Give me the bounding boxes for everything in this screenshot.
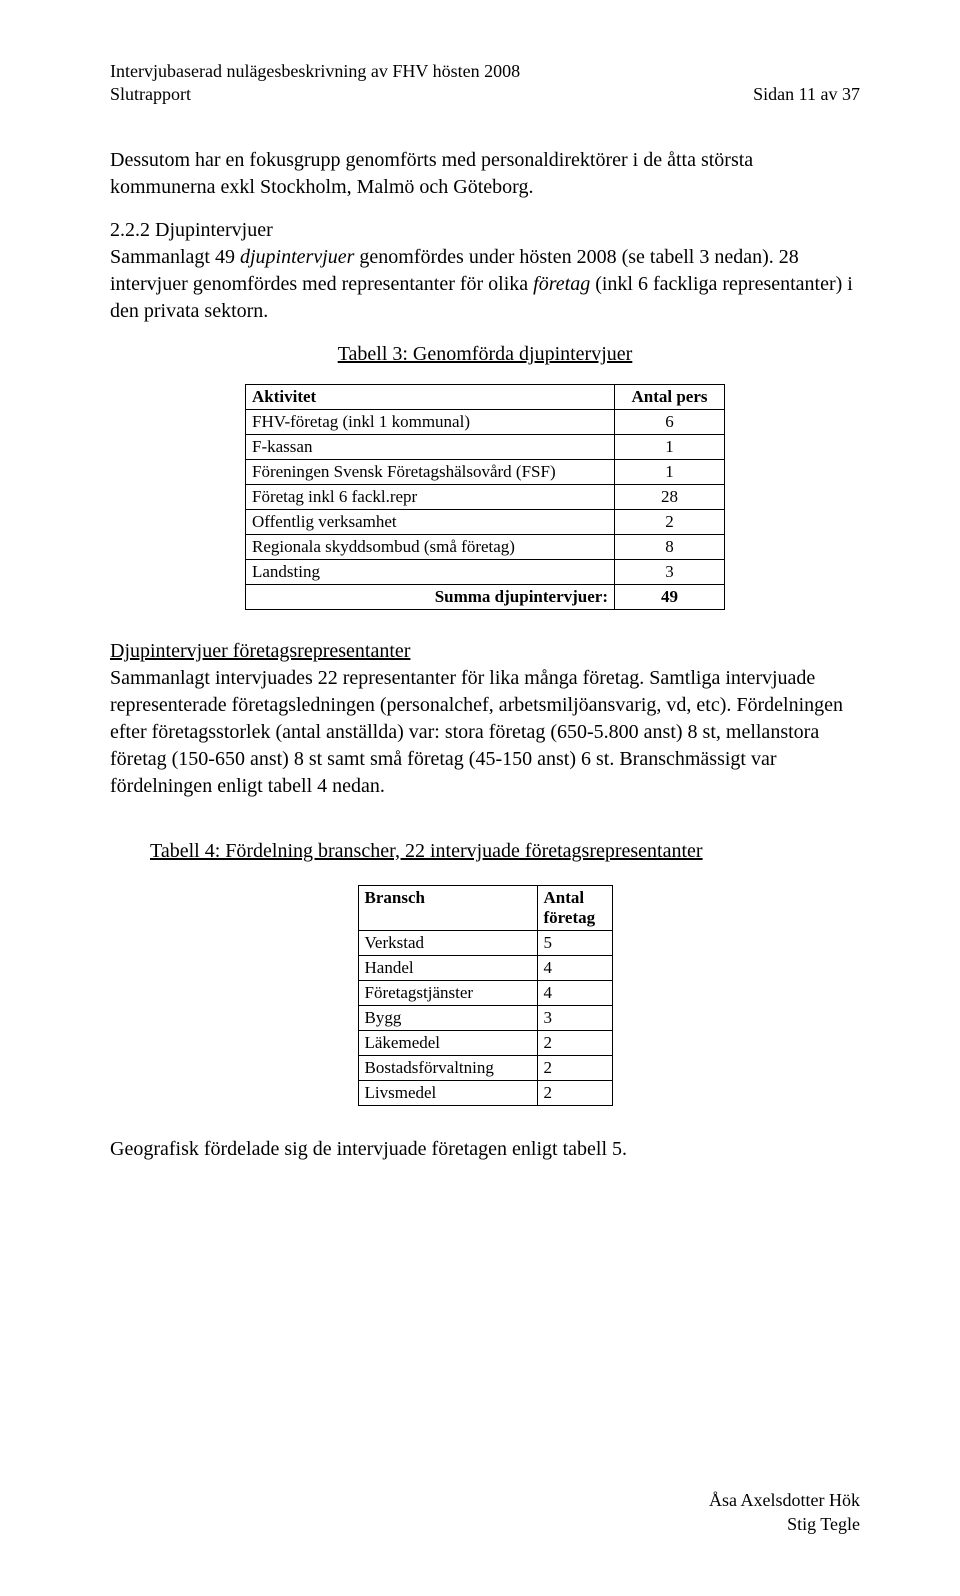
table4-header-branch: Bransch [358,885,537,930]
page-footer: Åsa Axelsdotter Hök Stig Tegle [709,1489,860,1536]
table-row: Landsting 3 [246,559,725,584]
paragraph-djup: Sammanlagt intervjuades 22 representante… [110,665,860,800]
table3-cell-label: FHV-företag (inkl 1 kommunal) [246,409,615,434]
paragraph-222: Sammanlagt 49 djupintervjuer genomfördes… [110,244,860,325]
table4-cell-label: Företagstjänster [358,980,537,1005]
table3-cell-label: Regionala skyddsombud (små företag) [246,534,615,559]
table4-cell-value: 2 [537,1080,612,1105]
header-left: Intervjubaserad nulägesbeskrivning av FH… [110,60,520,107]
header-title-line1: Intervjubaserad nulägesbeskrivning av FH… [110,60,520,83]
table3: Aktivitet Antal pers FHV-företag (inkl 1… [245,384,725,610]
table4-cell-label: Livsmedel [358,1080,537,1105]
page-number: Sidan 11 av 37 [753,83,860,106]
table4-header-count-line2: företag [544,908,596,927]
table3-cell-value: 3 [615,559,725,584]
table-row: Offentlig verksamhet 2 [246,509,725,534]
table3-cell-value: 6 [615,409,725,434]
footer-author-1: Åsa Axelsdotter Hök [709,1489,860,1512]
paragraph-closing: Geografisk fördelade sig de intervjuade … [110,1136,860,1163]
header-right: Sidan 11 av 37 [753,60,860,107]
table-header-row: Bransch Antal företag [358,885,612,930]
text-run-italic: djupintervjuer [240,246,354,268]
table4-header-count-line1: Antal [544,888,585,907]
table-row: Bostadsförvaltning 2 [358,1055,612,1080]
table4-cell-label: Verkstad [358,930,537,955]
page-header: Intervjubaserad nulägesbeskrivning av FH… [110,60,860,107]
table4-cell-value: 4 [537,955,612,980]
table4-cell-label: Bostadsförvaltning [358,1055,537,1080]
table-row: Handel 4 [358,955,612,980]
text-run: Sammanlagt 49 [110,246,240,268]
table4-cell-value: 3 [537,1005,612,1030]
table3-cell-value: 2 [615,509,725,534]
table3-cell-value: 1 [615,459,725,484]
table3-cell-label: Föreningen Svensk Företagshälsovård (FSF… [246,459,615,484]
table3-header-count: Antal pers [615,384,725,409]
table3-cell-value: 1 [615,434,725,459]
table3-cell-label: Offentlig verksamhet [246,509,615,534]
table-row: Företag inkl 6 fackl.repr 28 [246,484,725,509]
table4-cell-value: 4 [537,980,612,1005]
table-row: Verkstad 5 [358,930,612,955]
text-run-italic: företag [533,273,590,295]
footer-author-2: Stig Tegle [709,1513,860,1536]
table-row: Läkemedel 2 [358,1030,612,1055]
table3-cell-label: Landsting [246,559,615,584]
table-sum-row: Summa djupintervjuer: 49 [246,584,725,609]
table3-caption: Tabell 3: Genomförda djupintervjuer [110,343,860,366]
table4-cell-label: Läkemedel [358,1030,537,1055]
table-row: Företagstjänster 4 [358,980,612,1005]
table4-cell-label: Handel [358,955,537,980]
section-heading-djup: Djupintervjuer företagsrepresentanter [110,640,860,663]
table4-cell-value: 2 [537,1030,612,1055]
paragraph-intro: Dessutom har en fokusgrupp genomförts me… [110,147,860,201]
table-row: FHV-företag (inkl 1 kommunal) 6 [246,409,725,434]
section-heading-222: 2.2.2 Djupintervjuer [110,219,860,242]
table4-container: Bransch Antal företag Verkstad 5 Handel … [110,885,860,1106]
table-row: F-kassan 1 [246,434,725,459]
table4: Bransch Antal företag Verkstad 5 Handel … [358,885,613,1106]
table-row: Föreningen Svensk Företagshälsovård (FSF… [246,459,725,484]
table3-cell-value: 8 [615,534,725,559]
table3-sum-label: Summa djupintervjuer: [246,584,615,609]
table3-header-activity: Aktivitet [246,384,615,409]
table-row: Regionala skyddsombud (små företag) 8 [246,534,725,559]
table4-caption: Tabell 4: Fördelning branscher, 22 inter… [150,840,860,863]
table4-cell-value: 2 [537,1055,612,1080]
table4-header-count: Antal företag [537,885,612,930]
table3-cell-label: Företag inkl 6 fackl.repr [246,484,615,509]
table-row: Bygg 3 [358,1005,612,1030]
header-title-line2: Slutrapport [110,83,520,106]
table3-sum-value: 49 [615,584,725,609]
table3-cell-label: F-kassan [246,434,615,459]
table-row: Livsmedel 2 [358,1080,612,1105]
table4-cell-value: 5 [537,930,612,955]
page-container: Intervjubaserad nulägesbeskrivning av FH… [0,0,960,1596]
table4-cell-label: Bygg [358,1005,537,1030]
table3-container: Aktivitet Antal pers FHV-företag (inkl 1… [110,384,860,610]
table-header-row: Aktivitet Antal pers [246,384,725,409]
table3-cell-value: 28 [615,484,725,509]
